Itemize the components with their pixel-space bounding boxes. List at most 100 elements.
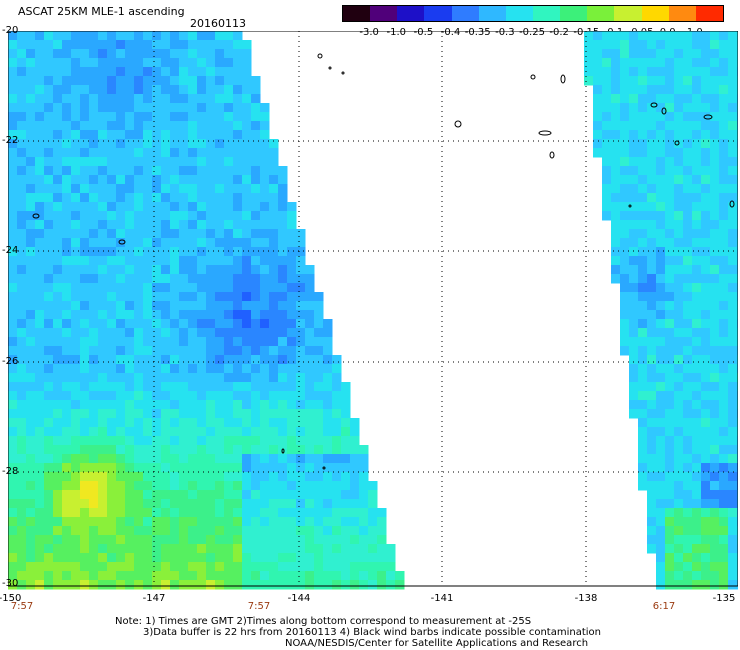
swath-cell: [197, 382, 207, 392]
swath-cell: [152, 445, 162, 455]
swath-cell: [629, 40, 639, 50]
colorbar-swatch: [343, 6, 371, 21]
swath-cell: [17, 499, 27, 509]
swath-cell: [53, 238, 63, 248]
swath-cell: [134, 166, 144, 176]
swath-cell: [638, 184, 648, 194]
swath-cell: [611, 121, 621, 131]
swath-cell: [593, 103, 603, 113]
swath-cell: [728, 238, 738, 248]
swath-cell: [53, 571, 63, 581]
swath-cell: [719, 67, 729, 77]
swath-cell: [647, 490, 657, 500]
swath-cell: [188, 94, 198, 104]
swath-cell: [224, 571, 234, 581]
swath-cell: [179, 454, 189, 464]
swath-cell: [323, 382, 333, 392]
swath-cell: [674, 148, 684, 158]
swath-cell: [656, 400, 666, 410]
swath-cell: [692, 256, 702, 266]
swath-cell: [179, 355, 189, 365]
swath-cell: [350, 427, 360, 437]
swath-cell: [197, 58, 207, 68]
swath-cell: [71, 40, 81, 50]
swath-cell: [17, 211, 27, 221]
swath-cell: [98, 346, 108, 356]
swath-cell: [215, 445, 225, 455]
swath-cell: [683, 67, 693, 77]
swath-cell: [278, 472, 288, 482]
swath-cell: [125, 553, 135, 563]
swath-cell: [368, 508, 378, 518]
swath-cell: [107, 121, 117, 131]
swath-cell: [8, 544, 18, 554]
swath-cell: [35, 76, 45, 86]
swath-cell: [647, 184, 657, 194]
swath-cell: [89, 274, 99, 284]
swath-cell: [71, 265, 81, 275]
swath-cell: [197, 553, 207, 563]
swath-cell: [620, 139, 630, 149]
swath-cell: [8, 355, 18, 365]
swath-cell: [350, 517, 360, 527]
swath-cell: [719, 220, 729, 230]
swath-cell: [134, 229, 144, 239]
swath-cell: [170, 328, 180, 338]
swath-cell: [719, 526, 729, 536]
swath-cell: [206, 292, 216, 302]
swath-cell: [359, 445, 369, 455]
swath-cell: [215, 175, 225, 185]
swath-cell: [89, 472, 99, 482]
swath-cell: [71, 571, 81, 581]
swath-cell: [359, 535, 369, 545]
swath-cell: [170, 112, 180, 122]
swath-cell: [683, 238, 693, 248]
swath-cell: [701, 436, 711, 446]
swath-cell: [188, 193, 198, 203]
swath-cell: [143, 562, 153, 572]
swath-cell: [665, 121, 675, 131]
swath-cell: [314, 580, 324, 590]
swath-cell: [377, 508, 387, 518]
swath-cell: [701, 49, 711, 59]
swath-cell: [134, 490, 144, 500]
swath-cell: [116, 373, 126, 383]
swath-cell: [629, 76, 639, 86]
swath-cell: [278, 382, 288, 392]
swath-cell: [107, 76, 117, 86]
swath-cell: [98, 220, 108, 230]
swath-cell: [17, 247, 27, 257]
swath-cell: [251, 346, 261, 356]
swath-cell: [224, 310, 234, 320]
swath-cell: [215, 337, 225, 347]
swath-cell: [278, 508, 288, 518]
swath-cell: [170, 283, 180, 293]
swath-cell: [638, 148, 648, 158]
swath-cell: [8, 418, 18, 428]
swath-cell: [215, 508, 225, 518]
swath-cell: [206, 247, 216, 257]
swath-cell: [44, 562, 54, 572]
swath-cell: [98, 130, 108, 140]
swath-cell: [701, 445, 711, 455]
swath-cell: [26, 67, 36, 77]
swath-cell: [125, 121, 135, 131]
swath-cell: [62, 337, 72, 347]
swath-cell: [728, 67, 738, 77]
swath-cell: [647, 355, 657, 365]
swath-cell: [638, 229, 648, 239]
swath-cell: [692, 148, 702, 158]
swath-cell: [17, 220, 27, 230]
swath-cell: [233, 103, 243, 113]
swath-cell: [251, 571, 261, 581]
swath-cell: [125, 256, 135, 266]
swath-cell: [647, 166, 657, 176]
swath-cell: [107, 94, 117, 104]
swath-cell: [674, 427, 684, 437]
swath-cell: [287, 535, 297, 545]
swath-cell: [116, 490, 126, 500]
swath-cell: [134, 508, 144, 518]
swath-cell: [638, 400, 648, 410]
swath-cell: [260, 283, 270, 293]
swath-cell: [296, 427, 306, 437]
